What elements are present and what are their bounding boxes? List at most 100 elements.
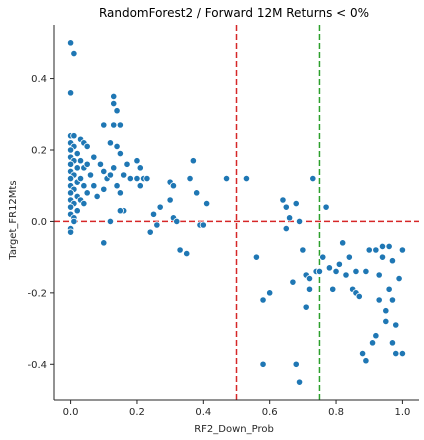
data-point — [93, 192, 101, 201]
data-point — [305, 274, 314, 283]
data-point — [133, 157, 141, 165]
data-point — [358, 349, 367, 358]
y-axis-label: Target_FR12Mts — [8, 180, 19, 260]
data-point — [183, 249, 191, 258]
data-point — [96, 160, 105, 168]
data-point — [382, 317, 390, 326]
data-point — [309, 174, 317, 183]
data-point — [279, 196, 287, 204]
data-point — [136, 182, 144, 190]
data-point — [362, 357, 370, 365]
data-point — [259, 296, 267, 304]
data-point — [299, 246, 307, 254]
data-point — [193, 189, 201, 197]
x-tick-label: 0.0 — [63, 407, 79, 418]
data-point — [259, 360, 267, 368]
data-point — [388, 257, 397, 265]
data-point — [73, 164, 81, 172]
data-point — [80, 199, 88, 208]
data-point — [372, 332, 380, 340]
data-point — [126, 174, 134, 183]
data-point — [100, 167, 108, 176]
data-point — [222, 174, 231, 183]
data-point — [289, 278, 297, 286]
data-point — [378, 242, 387, 251]
data-point — [110, 121, 118, 129]
data-point — [116, 207, 124, 215]
data-point — [113, 107, 121, 115]
data-point — [169, 182, 178, 190]
data-point — [203, 199, 211, 208]
data-point — [66, 203, 75, 211]
data-point — [76, 174, 85, 183]
data-point — [295, 217, 304, 226]
data-point — [66, 89, 75, 97]
data-point — [100, 185, 108, 193]
data-point — [123, 160, 131, 168]
data-point — [143, 174, 151, 183]
reference-lines — [54, 25, 419, 400]
data-point — [398, 246, 407, 254]
data-point — [66, 160, 75, 168]
data-point — [252, 253, 261, 261]
data-point — [110, 99, 118, 108]
data-point — [166, 196, 174, 204]
chart-title: RandomForest2 / Forward 12M Returns < 0% — [99, 6, 369, 20]
data-point — [319, 253, 327, 261]
data-point — [156, 203, 164, 211]
data-point — [100, 121, 108, 129]
data-point — [372, 246, 380, 254]
y-tick-label: 0.4 — [31, 74, 47, 85]
data-point — [362, 267, 370, 276]
ticks: 0.0 0.2 0.4 0.6 0.8 1.0 -0.4 -0.2 0.0 0.2 0.4 — [27, 74, 410, 418]
data-point — [66, 146, 75, 154]
data-point — [113, 142, 121, 151]
data-point — [116, 149, 124, 158]
x-tick-label: 0.4 — [195, 407, 211, 418]
data-point — [90, 153, 98, 161]
data-point — [398, 349, 407, 358]
data-point — [173, 217, 181, 226]
data-point — [385, 242, 393, 251]
data-point — [73, 149, 81, 158]
y-tick-label: -0.2 — [27, 288, 47, 299]
data-point — [80, 182, 88, 190]
data-point — [388, 339, 397, 347]
data-point — [106, 139, 115, 147]
data-point — [120, 171, 128, 179]
data-point — [378, 253, 387, 261]
data-point — [113, 182, 121, 190]
data-point — [352, 267, 360, 276]
data-point — [146, 228, 154, 236]
data-point — [199, 221, 207, 229]
data-point — [83, 189, 91, 197]
x-tick-label: 0.2 — [129, 407, 145, 418]
data-point — [70, 132, 78, 140]
data-point — [100, 239, 108, 247]
data-point — [292, 199, 300, 208]
data-point — [365, 246, 373, 254]
data-point — [266, 289, 274, 297]
data-point — [395, 274, 403, 283]
data-point — [110, 164, 118, 172]
data-point — [392, 321, 400, 329]
x-tick-label: 0.8 — [328, 407, 344, 418]
data-points — [66, 39, 407, 386]
data-point — [136, 164, 144, 172]
data-point — [335, 260, 343, 268]
data-point — [76, 157, 85, 165]
data-point — [305, 285, 314, 293]
data-point — [355, 292, 363, 301]
data-point — [176, 246, 184, 254]
data-point — [189, 157, 197, 165]
data-point — [339, 239, 347, 247]
data-point — [153, 221, 161, 229]
data-point — [375, 271, 383, 279]
x-tick-label: 0.6 — [262, 407, 278, 418]
data-point — [242, 174, 251, 183]
data-point — [66, 39, 75, 47]
data-point — [73, 207, 81, 215]
data-point — [282, 224, 290, 233]
data-point — [285, 214, 294, 222]
